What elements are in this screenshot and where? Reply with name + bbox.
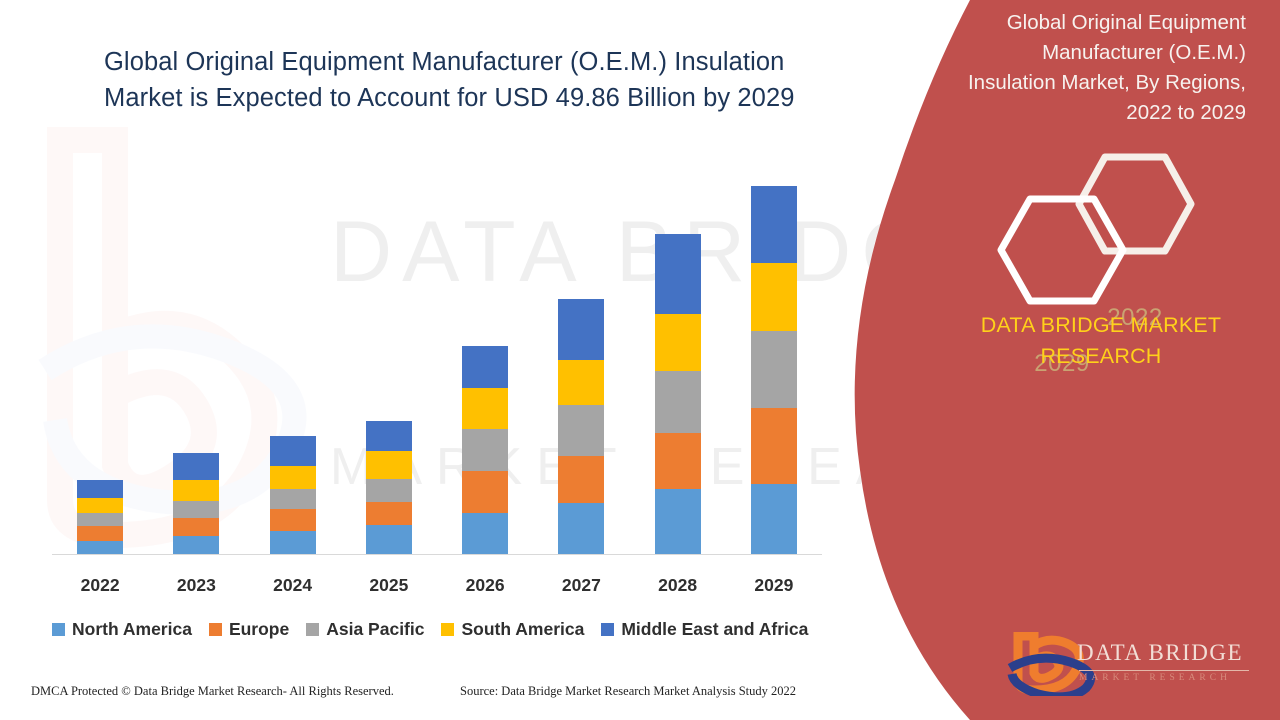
bar-segment	[365, 451, 412, 479]
legend-label: Asia Pacific	[326, 618, 425, 639]
chart-legend: North America Europe Asia Pacific South Ame…	[52, 616, 842, 642]
legend-label: Europe	[228, 618, 290, 639]
bar-segment	[750, 408, 797, 485]
bar-segment	[654, 432, 701, 489]
bar-2027	[558, 299, 605, 555]
footer-source: Source: Data Bridge Market Research Mark…	[460, 684, 797, 698]
bar-segment	[77, 480, 124, 498]
brand-name: DATA BRIDGE MARKET RESEARCH	[980, 313, 1222, 368]
bar-2024	[269, 436, 316, 555]
bar-2022	[77, 480, 124, 555]
bar-segment	[77, 497, 124, 513]
stacked-bar-chart	[52, 150, 822, 555]
bar-segment	[654, 370, 701, 433]
bar-segment	[462, 512, 509, 555]
legend-swatch	[52, 622, 65, 636]
legend-swatch	[601, 622, 615, 636]
hexagon-badges: 2022 2029	[996, 152, 1196, 377]
bar-segment	[269, 489, 316, 510]
bar-segment	[269, 466, 316, 490]
data-bridge-logo-text: DATA BRIDGE MARKET RESEARCH	[1077, 640, 1252, 690]
bar-2026	[462, 345, 509, 555]
bar-segment	[269, 531, 316, 555]
bar-segment	[558, 456, 605, 503]
legend-swatch	[306, 622, 320, 636]
bar-segment	[558, 405, 605, 456]
x-tick-2024: 2024	[273, 575, 313, 595]
brand-panel: Global Original Equipment Manufacturer (…	[840, 0, 1280, 720]
footer: DMCA Protected © Data Bridge Market Rese…	[0, 684, 850, 706]
bar-segment	[269, 436, 316, 467]
bar-segment	[654, 489, 701, 555]
bar-segment	[77, 526, 124, 542]
bar-2029	[750, 185, 797, 555]
bar-segment	[462, 470, 509, 513]
data-bridge-logo-icon	[1007, 632, 1095, 696]
legend-item[interactable]: Asia Pacific	[306, 619, 424, 640]
bar-segment	[750, 263, 797, 331]
legend-swatch	[208, 622, 222, 636]
legend-item[interactable]: North America	[52, 619, 192, 640]
bar-segment	[750, 484, 797, 555]
bar-2025	[365, 421, 412, 555]
legend-item[interactable]: Middle East and Africa	[601, 619, 808, 640]
bar-segment	[750, 331, 797, 409]
x-tick-2022: 2022	[80, 575, 120, 595]
logo-subtitle: MARKET RESEARCH	[1079, 673, 1231, 683]
x-tick-2029: 2029	[754, 575, 794, 595]
bar-segment	[365, 525, 412, 555]
hexagon-2029-label: 2029	[1034, 350, 1090, 377]
x-tick-2028: 2028	[658, 575, 698, 595]
legend-label: North America	[72, 618, 192, 639]
bar-segment	[750, 185, 797, 263]
panel-background-shape	[854, 0, 1280, 720]
bar-segment	[365, 421, 412, 452]
panel-title: Global Original Equipment Manufacturer (…	[967, 11, 1246, 124]
bar-segment	[558, 360, 605, 406]
page-title: Global Original Equipment Manufacturer (…	[104, 48, 795, 112]
bar-segment	[173, 452, 220, 480]
bar-segment	[462, 387, 509, 429]
legend-item[interactable]: Europe	[208, 618, 290, 640]
bar-segment	[173, 518, 220, 536]
bar-segment	[462, 345, 509, 388]
x-tick-2025: 2025	[369, 575, 409, 595]
x-tick-2023: 2023	[176, 575, 216, 595]
bar-segment	[654, 233, 701, 314]
x-tick-2027: 2027	[561, 575, 601, 595]
bar-segment	[365, 479, 412, 503]
hexagon-2022-label: 2022	[1107, 304, 1163, 331]
logo-divider	[1079, 670, 1249, 671]
bar-segment	[77, 512, 124, 526]
footer-dmca: DMCA Protected © Data Bridge Market Rese…	[31, 684, 394, 698]
x-axis-tick-labels: 2022 2023 2024 2025 2026 2027 2028 2029	[52, 575, 822, 601]
x-axis-line	[52, 554, 822, 555]
hexagon-2029	[997, 195, 1127, 305]
bar-segment	[558, 502, 605, 555]
bar-segment	[269, 509, 316, 532]
bar-segment	[173, 479, 220, 501]
bar-segment	[173, 501, 220, 519]
bar-segment	[654, 313, 701, 371]
bar-2023	[173, 452, 220, 555]
legend-label: South America	[461, 618, 585, 639]
bar-segment	[173, 535, 220, 555]
bar-segment	[462, 428, 509, 471]
legend-item[interactable]: South America	[441, 619, 584, 640]
x-tick-2026: 2026	[465, 575, 505, 595]
legend-label: Middle East and Africa	[621, 618, 809, 639]
bar-segment	[365, 502, 412, 526]
bar-2028	[654, 233, 701, 555]
bar-segment	[77, 541, 124, 555]
bar-segment	[558, 299, 605, 361]
logo-title: DATA BRIDGE	[1077, 640, 1244, 665]
hexagon-2022	[1075, 153, 1195, 255]
legend-swatch	[441, 622, 455, 636]
